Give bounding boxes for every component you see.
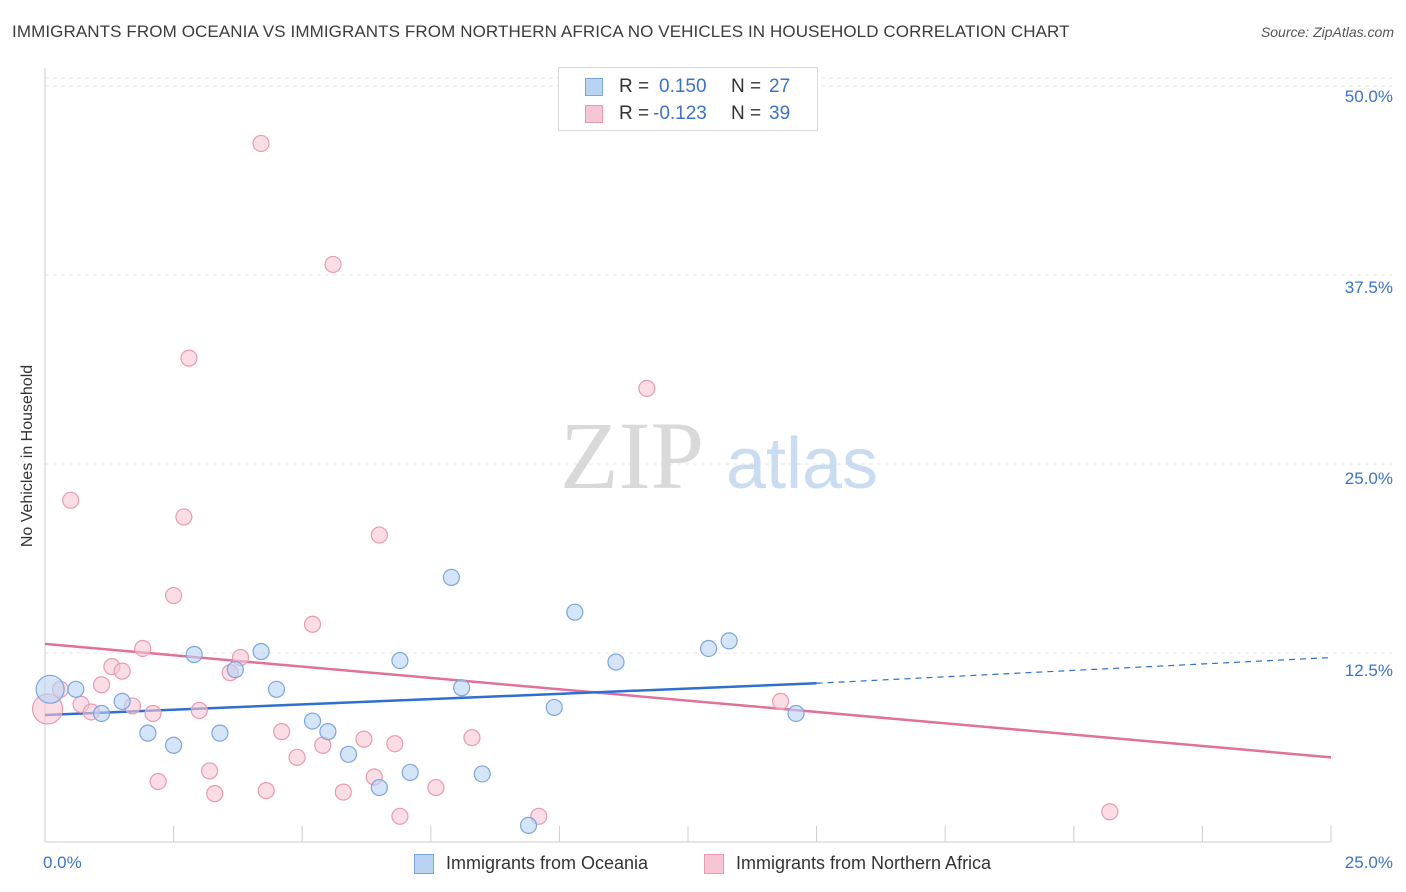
data-point-oceania	[473, 765, 491, 783]
trend-lines	[44, 642, 1332, 759]
data-point-oceania	[139, 724, 157, 742]
x-tick-label-min: 0.0%	[43, 853, 82, 872]
data-point-oceania	[92, 704, 111, 723]
legend-swatch-northern-africa	[704, 854, 724, 874]
data-point-northern-africa	[324, 255, 342, 274]
data-point-northern-africa	[288, 748, 306, 766]
series-northern-africa-points	[31, 134, 1119, 825]
data-point-oceania	[453, 679, 471, 697]
data-point-northern-africa	[303, 615, 322, 633]
trendline-northern-africa	[44, 642, 1332, 759]
data-point-oceania	[319, 723, 337, 741]
data-point-oceania	[303, 712, 322, 730]
chart-title: IMMIGRANTS FROM OCEANIA VS IMMIGRANTS FR…	[12, 22, 1070, 41]
data-point-oceania	[442, 568, 460, 587]
data-point-northern-africa	[165, 586, 183, 605]
trendline-oceania-extension	[816, 656, 1332, 684]
data-point-northern-africa	[134, 639, 152, 658]
watermark: ZIP atlas	[560, 402, 878, 509]
data-point-northern-africa	[144, 704, 162, 723]
legend-swatch-oceania	[585, 78, 603, 96]
legend-swatch-oceania	[414, 854, 434, 874]
data-point-northern-africa	[771, 692, 790, 710]
data-point-oceania	[165, 736, 183, 754]
data-point-oceania	[607, 653, 625, 671]
data-point-oceania	[370, 778, 388, 797]
watermark-atlas: atlas	[726, 424, 878, 504]
data-point-northern-africa	[427, 778, 445, 797]
data-point-oceania	[339, 745, 358, 763]
data-point-northern-africa	[201, 762, 219, 780]
data-point-northern-africa	[273, 723, 291, 741]
data-point-northern-africa	[113, 662, 131, 680]
data-point-northern-africa	[463, 729, 481, 747]
legend-r-label: R =	[619, 103, 650, 124]
data-point-oceania	[401, 763, 419, 782]
data-point-northern-africa	[190, 701, 208, 720]
legend-n-value-northern-africa: 39	[769, 103, 791, 124]
data-point-oceania	[699, 639, 718, 658]
y-tick-label-50: 50.0%	[1344, 87, 1393, 106]
data-point-oceania	[35, 674, 65, 704]
data-point-oceania	[267, 680, 286, 698]
source-label: Source: ZipAtlas.com	[1260, 24, 1394, 40]
legend-r-label: R =	[619, 76, 650, 97]
data-point-northern-africa	[391, 807, 409, 825]
data-point-northern-africa	[149, 772, 167, 791]
data-point-northern-africa	[386, 735, 404, 753]
data-point-northern-africa	[257, 781, 275, 800]
data-point-northern-africa	[1101, 803, 1119, 821]
data-point-northern-africa	[355, 730, 373, 748]
data-point-northern-africa	[180, 349, 198, 367]
data-point-oceania	[211, 724, 229, 742]
legend-n-value-oceania: 27	[769, 76, 791, 97]
y-axis-label: No Vehicles in Household	[19, 364, 36, 548]
legend-n-label: N =	[731, 76, 762, 97]
data-point-oceania	[720, 632, 738, 650]
legend-n-label: N =	[731, 103, 762, 124]
legend-label-oceania: Immigrants from Oceania	[446, 853, 649, 873]
data-point-oceania	[391, 651, 409, 670]
watermark-zip: ZIP	[560, 402, 704, 509]
data-point-oceania	[113, 692, 131, 710]
data-point-northern-africa	[92, 676, 111, 694]
data-point-oceania	[566, 603, 584, 621]
y-tick-label-25: 25.0%	[1344, 469, 1393, 488]
data-point-northern-africa	[252, 134, 270, 153]
data-point-northern-africa	[175, 508, 193, 526]
correlation-legend: R = 0.150 N = 27 R = -0.123 N = 39	[558, 67, 818, 131]
data-point-oceania	[226, 661, 244, 679]
data-point-northern-africa	[638, 379, 656, 397]
data-point-northern-africa	[334, 783, 352, 801]
legend-r-value-northern-africa: -0.123	[653, 103, 707, 124]
series-oceania-points	[35, 568, 805, 834]
data-point-northern-africa	[370, 526, 388, 544]
y-tick-label-12-5: 12.5%	[1344, 661, 1393, 680]
legend-r-value-oceania: 0.150	[659, 76, 707, 97]
data-point-oceania	[252, 642, 270, 661]
grid-lines	[45, 77, 1392, 654]
trendline-oceania	[44, 681, 817, 717]
data-point-oceania	[787, 704, 805, 723]
data-point-northern-africa	[206, 785, 224, 803]
data-point-oceania	[519, 816, 538, 834]
data-point-oceania	[185, 645, 203, 664]
legend-label-northern-africa: Immigrants from Northern Africa	[736, 853, 992, 873]
x-tick-label-max: 25.0%	[1344, 853, 1393, 872]
data-point-oceania	[67, 680, 85, 698]
legend-swatch-northern-africa	[585, 105, 603, 123]
data-point-oceania	[545, 698, 563, 717]
y-tick-label-37-5: 37.5%	[1344, 278, 1393, 297]
data-point-northern-africa	[62, 491, 80, 509]
